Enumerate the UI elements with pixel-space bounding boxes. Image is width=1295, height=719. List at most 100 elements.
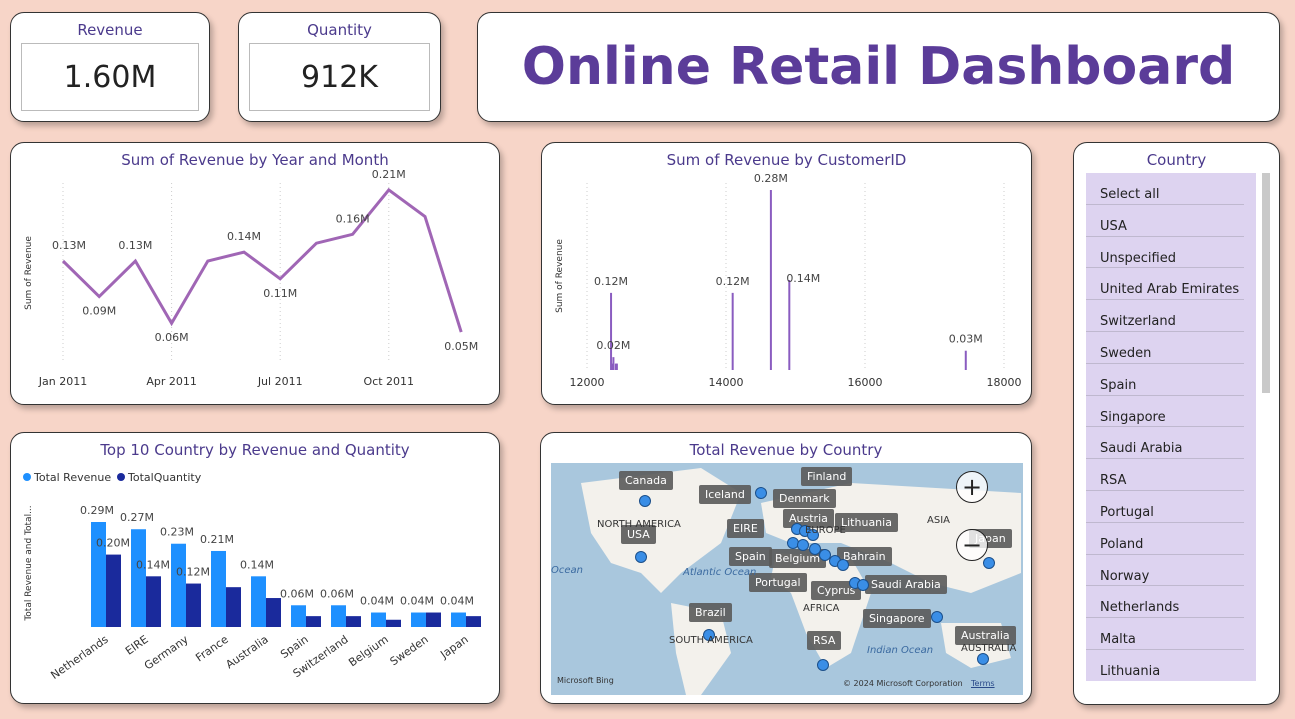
revenue-bar[interactable] xyxy=(251,576,266,627)
map-country-marker[interactable] xyxy=(807,529,819,541)
quantity-bar[interactable] xyxy=(226,587,241,627)
revenue-by-customer-card[interactable]: Sum of Revenue by CustomerID 12000 14000 1… xyxy=(541,142,1032,405)
map-ocean-label: Ocean xyxy=(551,565,583,576)
revenue-data-label: 0.04M xyxy=(440,595,474,608)
zoom-in-icon[interactable]: + xyxy=(956,471,988,503)
bar-category-label: Belgium xyxy=(346,633,390,670)
zoom-out-icon[interactable]: − xyxy=(956,529,988,561)
map-country-marker[interactable] xyxy=(703,629,715,641)
line-x-tick: Jan 2011 xyxy=(38,375,87,388)
revenue-bar[interactable] xyxy=(371,612,386,627)
map-country-marker[interactable] xyxy=(819,549,831,561)
map-country-label[interactable]: Lithuania xyxy=(835,513,898,532)
slicer-item[interactable]: Netherlands xyxy=(1086,586,1244,619)
map-country-marker[interactable] xyxy=(755,487,767,499)
map-country-marker[interactable] xyxy=(931,611,943,623)
quantity-bar[interactable] xyxy=(466,616,481,627)
quantity-bar[interactable] xyxy=(266,598,281,627)
map-country-label[interactable]: Iceland xyxy=(699,485,751,504)
map-terms-link[interactable]: Terms xyxy=(971,679,995,688)
quantity-bar[interactable] xyxy=(426,612,441,627)
map-region-label: AFRICA xyxy=(803,603,840,614)
country-slicer[interactable]: Country Select all USA Unspecified United A… xyxy=(1073,142,1280,705)
map-country-marker[interactable] xyxy=(983,557,995,569)
bar-category-label: Japan xyxy=(437,633,470,662)
map-country-label[interactable]: Bahrain xyxy=(837,547,892,566)
slicer-item[interactable]: Spain xyxy=(1086,364,1244,396)
map-country-marker[interactable] xyxy=(635,551,647,563)
world-map[interactable]: Canada Finland Iceland Denmark Austria Lithua… xyxy=(551,463,1023,695)
map-country-marker[interactable] xyxy=(837,559,849,571)
map-country-marker[interactable] xyxy=(977,653,989,665)
bar-category-label: Germany xyxy=(142,633,191,673)
slicer-item[interactable]: RSA xyxy=(1086,459,1244,491)
revenue-bar[interactable] xyxy=(91,522,106,627)
map-card[interactable]: Total Revenue by Country Canada Finland Ic… xyxy=(540,432,1032,704)
slicer-item[interactable]: Select all xyxy=(1086,173,1244,205)
quantity-bar[interactable] xyxy=(186,583,201,627)
slicer-item[interactable]: Norway xyxy=(1086,555,1244,587)
map-country-marker[interactable] xyxy=(809,543,821,555)
slicer-item[interactable]: Malta xyxy=(1086,618,1244,650)
map-country-label[interactable]: Australia xyxy=(955,626,1016,645)
revenue-data-label: 0.14M xyxy=(240,558,274,571)
map-country-label[interactable]: Canada xyxy=(619,471,673,490)
quantity-bar[interactable] xyxy=(346,616,361,627)
map-country-label[interactable]: Finland xyxy=(801,467,853,486)
map-country-marker[interactable] xyxy=(857,579,869,591)
slicer-scrollbar[interactable] xyxy=(1262,173,1270,393)
slicer-item[interactable]: Lithuania xyxy=(1086,650,1244,681)
slicer-item[interactable]: Switzerland xyxy=(1086,300,1244,332)
map-region-label: NORTH AMERICA xyxy=(597,519,681,530)
slicer-item[interactable]: Saudi Arabia xyxy=(1086,427,1244,460)
slicer-item[interactable]: Singapore xyxy=(1086,396,1244,428)
map-country-label[interactable]: USA xyxy=(621,525,656,544)
map-country-label[interactable]: EIRE xyxy=(727,519,764,538)
cust-x-tick: 14000 xyxy=(709,376,744,389)
quantity-bar[interactable] xyxy=(386,619,401,627)
slicer-item[interactable]: Portugal xyxy=(1086,491,1244,523)
revenue-bar[interactable] xyxy=(171,543,186,627)
map-country-label[interactable]: Singapore xyxy=(863,609,931,628)
country-slicer-list[interactable]: Select all USA Unspecified United Arab Emir… xyxy=(1086,173,1256,681)
map-region-label: AUSTRALIA xyxy=(961,643,1017,654)
revenue-bar[interactable] xyxy=(451,612,466,627)
map-country-label[interactable]: Saudi Arabia xyxy=(865,575,947,594)
revenue-bar[interactable] xyxy=(291,605,306,627)
line-data-label: 0.05M xyxy=(444,340,478,353)
map-country-marker[interactable] xyxy=(797,539,809,551)
map-country-marker[interactable] xyxy=(639,495,651,507)
cust-data-label: 0.14M xyxy=(786,272,820,285)
slicer-item[interactable]: USA xyxy=(1086,205,1244,237)
revenue-by-customer-chart[interactable]: 12000 14000 16000 18000 Sum of Revenue 0.12M 0… xyxy=(542,143,1031,404)
revenue-bar[interactable] xyxy=(411,612,426,627)
title-card: Online Retail Dashboard xyxy=(477,12,1280,122)
revenue-kpi-card: Revenue 1.60M xyxy=(10,12,210,122)
revenue-by-month-card[interactable]: Sum of Revenue by Year and Month Jan 201… xyxy=(10,142,500,405)
quantity-bar[interactable] xyxy=(106,554,121,627)
map-country-label[interactable]: Portugal xyxy=(749,573,807,592)
slicer-item[interactable]: Unspecified xyxy=(1086,237,1244,269)
top-country-chart[interactable]: Total Revenue TotalQuantity Total Revenue … xyxy=(11,433,499,703)
quantity-bar[interactable] xyxy=(306,616,321,627)
map-country-label[interactable]: Cyprus xyxy=(811,581,862,600)
cust-data-label: 0.12M xyxy=(716,275,750,288)
map-country-marker[interactable] xyxy=(817,659,829,671)
map-country-label[interactable]: RSA xyxy=(807,631,842,650)
slicer-item[interactable]: Poland xyxy=(1086,523,1244,555)
map-country-label[interactable]: Brazil xyxy=(689,603,732,622)
revenue-line[interactable] xyxy=(61,187,463,333)
quantity-bar[interactable] xyxy=(146,576,161,627)
map-country-label[interactable]: Spain xyxy=(729,547,772,566)
cust-x-tick: 18000 xyxy=(987,376,1022,389)
cust-data-label: 0.12M xyxy=(594,275,628,288)
revenue-bar[interactable] xyxy=(211,550,226,627)
slicer-item[interactable]: United Arab Emirates xyxy=(1086,268,1244,301)
quantity-data-label: 0.14M xyxy=(136,558,170,571)
slicer-item[interactable]: Sweden xyxy=(1086,332,1244,364)
top-country-card[interactable]: Top 10 Country by Revenue and Quantity T… xyxy=(10,432,500,704)
revenue-bar[interactable] xyxy=(131,529,146,627)
map-country-label[interactable]: Denmark xyxy=(773,489,836,508)
revenue-bar[interactable] xyxy=(331,605,346,627)
